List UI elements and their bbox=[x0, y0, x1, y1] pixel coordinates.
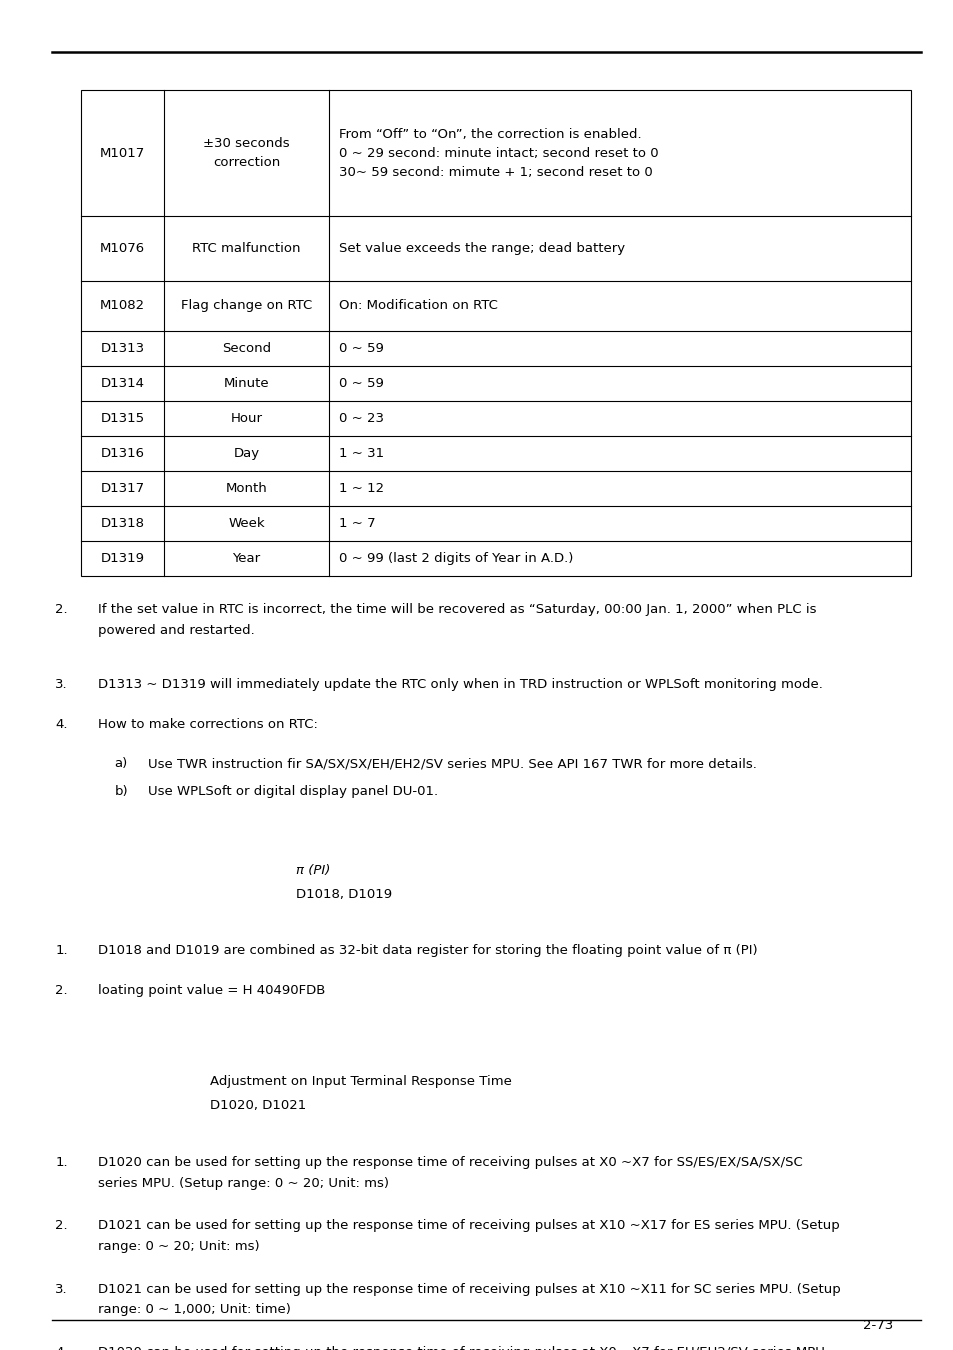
Text: Set value exceeds the range; dead battery: Set value exceeds the range; dead batter… bbox=[338, 242, 624, 255]
Text: From “Off” to “On”, the correction is enabled.: From “Off” to “On”, the correction is en… bbox=[338, 128, 640, 140]
Text: powered and restarted.: powered and restarted. bbox=[98, 625, 254, 637]
Text: 0 ~ 99 (last 2 digits of Year in A.D.): 0 ~ 99 (last 2 digits of Year in A.D.) bbox=[338, 552, 573, 566]
Text: 0 ~ 59: 0 ~ 59 bbox=[338, 377, 383, 390]
Text: Hour: Hour bbox=[231, 412, 262, 425]
Text: Day: Day bbox=[233, 447, 259, 460]
Text: D1018 and D1019 are combined as 32-bit data register for storing the floating po: D1018 and D1019 are combined as 32-bit d… bbox=[98, 945, 757, 957]
Text: D1021 can be used for setting up the response time of receiving pulses at X10 ~X: D1021 can be used for setting up the res… bbox=[98, 1219, 840, 1233]
Text: 3.: 3. bbox=[55, 678, 68, 691]
Text: D1317: D1317 bbox=[100, 482, 145, 495]
Text: D1313: D1313 bbox=[100, 342, 145, 355]
Text: ±30 seconds: ±30 seconds bbox=[203, 138, 290, 150]
Text: range: 0 ~ 1,000; Unit: time): range: 0 ~ 1,000; Unit: time) bbox=[98, 1304, 291, 1316]
Text: 3.: 3. bbox=[55, 1282, 68, 1296]
Text: 0 ~ 23: 0 ~ 23 bbox=[338, 412, 383, 425]
Text: 1.: 1. bbox=[55, 1156, 68, 1169]
Text: 1 ~ 31: 1 ~ 31 bbox=[338, 447, 383, 460]
Text: Second: Second bbox=[222, 342, 271, 355]
Text: D1020 can be used for setting up the response time of receiving pulses at X0 ~X7: D1020 can be used for setting up the res… bbox=[98, 1346, 828, 1350]
Text: Adjustment on Input Terminal Response Time: Adjustment on Input Terminal Response Ti… bbox=[210, 1076, 511, 1088]
Text: D1018, D1019: D1018, D1019 bbox=[295, 888, 392, 900]
Text: M1082: M1082 bbox=[100, 300, 145, 312]
Text: D1021 can be used for setting up the response time of receiving pulses at X10 ~X: D1021 can be used for setting up the res… bbox=[98, 1282, 841, 1296]
Text: series MPU. (Setup range: 0 ~ 20; Unit: ms): series MPU. (Setup range: 0 ~ 20; Unit: … bbox=[98, 1177, 389, 1189]
Text: Month: Month bbox=[226, 482, 267, 495]
Text: How to make corrections on RTC:: How to make corrections on RTC: bbox=[98, 718, 317, 730]
Text: Flag change on RTC: Flag change on RTC bbox=[181, 300, 312, 312]
Text: loating point value = H 40490FDB: loating point value = H 40490FDB bbox=[98, 984, 325, 998]
Text: π (PI): π (PI) bbox=[295, 864, 330, 878]
Text: 0 ~ 59: 0 ~ 59 bbox=[338, 342, 383, 355]
Text: D1319: D1319 bbox=[100, 552, 145, 566]
Text: Minute: Minute bbox=[224, 377, 269, 390]
Text: Use TWR instruction fir SA/SX/SX/EH/EH2/SV series MPU. See API 167 TWR for more : Use TWR instruction fir SA/SX/SX/EH/EH2/… bbox=[148, 757, 756, 771]
Text: range: 0 ~ 20; Unit: ms): range: 0 ~ 20; Unit: ms) bbox=[98, 1241, 259, 1253]
Text: On: Modification on RTC: On: Modification on RTC bbox=[338, 300, 497, 312]
Text: 1.: 1. bbox=[55, 945, 68, 957]
Text: If the set value in RTC is incorrect, the time will be recovered as “Saturday, 0: If the set value in RTC is incorrect, th… bbox=[98, 603, 816, 617]
Text: D1020, D1021: D1020, D1021 bbox=[210, 1099, 306, 1112]
Text: 1 ~ 7: 1 ~ 7 bbox=[338, 517, 375, 531]
Text: D1313 ~ D1319 will immediately update the RTC only when in TRD instruction or WP: D1313 ~ D1319 will immediately update th… bbox=[98, 678, 822, 691]
Text: D1020 can be used for setting up the response time of receiving pulses at X0 ~X7: D1020 can be used for setting up the res… bbox=[98, 1156, 802, 1169]
Text: 2.: 2. bbox=[55, 984, 68, 998]
Text: correction: correction bbox=[213, 157, 280, 169]
Text: 2.: 2. bbox=[55, 603, 68, 617]
Text: D1315: D1315 bbox=[100, 412, 145, 425]
Text: M1017: M1017 bbox=[100, 147, 145, 159]
Text: a): a) bbox=[114, 757, 128, 771]
Text: D1318: D1318 bbox=[100, 517, 145, 531]
Text: Week: Week bbox=[228, 517, 265, 531]
Text: 4.: 4. bbox=[55, 718, 68, 730]
Text: 2-73: 2-73 bbox=[862, 1319, 893, 1332]
Text: b): b) bbox=[114, 786, 128, 798]
Bar bbox=[81, 90, 910, 576]
Text: Use WPLSoft or digital display panel DU-01.: Use WPLSoft or digital display panel DU-… bbox=[148, 786, 437, 798]
Text: 2.: 2. bbox=[55, 1219, 68, 1233]
Text: D1314: D1314 bbox=[100, 377, 145, 390]
Text: 4.: 4. bbox=[55, 1346, 68, 1350]
Text: 1 ~ 12: 1 ~ 12 bbox=[338, 482, 383, 495]
Text: M1076: M1076 bbox=[100, 242, 145, 255]
Text: 0 ~ 29 second: minute intact; second reset to 0: 0 ~ 29 second: minute intact; second res… bbox=[338, 147, 658, 159]
Text: 30~ 59 second: mimute + 1; second reset to 0: 30~ 59 second: mimute + 1; second reset … bbox=[338, 166, 652, 178]
Text: Year: Year bbox=[233, 552, 260, 566]
Text: RTC malfunction: RTC malfunction bbox=[193, 242, 300, 255]
Text: D1316: D1316 bbox=[100, 447, 145, 460]
